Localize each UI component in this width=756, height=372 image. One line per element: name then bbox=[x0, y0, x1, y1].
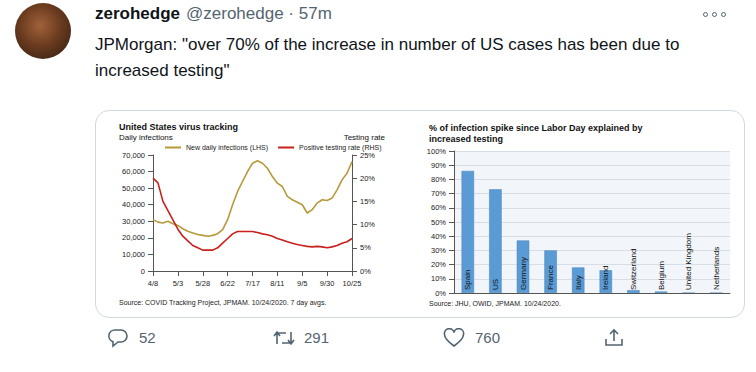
svg-text:8/11: 8/11 bbox=[270, 279, 284, 288]
svg-text:9/5: 9/5 bbox=[297, 279, 307, 288]
svg-text:30%: 30% bbox=[431, 246, 446, 255]
svg-text:United States virus tracking: United States virus tracking bbox=[119, 122, 238, 132]
svg-text:Italy: Italy bbox=[574, 275, 583, 290]
svg-text:70%: 70% bbox=[431, 189, 446, 198]
svg-text:10,000: 10,000 bbox=[122, 250, 145, 259]
svg-text:25%: 25% bbox=[360, 151, 375, 160]
svg-text:40%: 40% bbox=[431, 232, 446, 241]
svg-text:10/25: 10/25 bbox=[343, 279, 362, 288]
svg-text:Netherlands: Netherlands bbox=[712, 247, 721, 290]
svg-text:9/30: 9/30 bbox=[320, 279, 335, 288]
svg-text:US: US bbox=[491, 279, 500, 290]
svg-text:50%: 50% bbox=[431, 218, 446, 227]
svg-text:0: 0 bbox=[141, 267, 145, 276]
svg-text:60%: 60% bbox=[431, 203, 446, 212]
svg-text:50,000: 50,000 bbox=[122, 184, 145, 193]
html-text:52: 52 bbox=[139, 329, 156, 346]
svg-text:France: France bbox=[546, 265, 555, 290]
html-text:760: 760 bbox=[475, 329, 500, 346]
html-text:JPMorgan: "over 70% of the inc: JPMorgan: "over 70% of the increase in n… bbox=[95, 35, 680, 80]
svg-text:New daily infections (LHS): New daily infections (LHS) bbox=[186, 144, 268, 152]
svg-text:Daily infections: Daily infections bbox=[119, 133, 173, 142]
svg-text:Ireland: Ireland bbox=[601, 266, 610, 290]
svg-text:10%: 10% bbox=[431, 274, 446, 283]
svg-text:80%: 80% bbox=[431, 175, 446, 184]
svg-text:5/28: 5/28 bbox=[195, 279, 210, 288]
html-text:zerohedge @zerohedge · 57m: zerohedge @zerohedge · 57m bbox=[95, 4, 332, 23]
svg-text:20,000: 20,000 bbox=[122, 233, 145, 242]
svg-text:40,000: 40,000 bbox=[122, 200, 145, 209]
svg-text:Switzerland: Switzerland bbox=[629, 249, 638, 290]
svg-text:30,000: 30,000 bbox=[122, 217, 145, 226]
svg-text:% of infection spike since Lab: % of infection spike since Labor Day exp… bbox=[429, 123, 643, 133]
svg-text:Source: COVID Tracking Project: Source: COVID Tracking Project, JPMAM. 1… bbox=[119, 299, 326, 307]
svg-text:100%: 100% bbox=[427, 147, 447, 156]
svg-text:10%: 10% bbox=[360, 220, 375, 229]
svg-text:70,000: 70,000 bbox=[122, 151, 145, 160]
svg-text:0%: 0% bbox=[360, 267, 371, 276]
svg-text:0%: 0% bbox=[435, 289, 446, 298]
svg-text:Germany: Germany bbox=[519, 257, 528, 290]
html-text:291: 291 bbox=[304, 329, 329, 346]
svg-text:6/22: 6/22 bbox=[220, 279, 235, 288]
svg-text:60,000: 60,000 bbox=[122, 167, 145, 176]
svg-text:5/3: 5/3 bbox=[173, 279, 183, 288]
svg-text:increased testing: increased testing bbox=[429, 134, 503, 144]
svg-text:Positive testing rate (RHS): Positive testing rate (RHS) bbox=[299, 144, 381, 152]
svg-text:Source: JHU, OWID, JPMAM. 10/2: Source: JHU, OWID, JPMAM. 10/24/2020. bbox=[429, 300, 561, 307]
svg-text:20%: 20% bbox=[431, 260, 446, 269]
svg-text:Testing rate: Testing rate bbox=[344, 133, 386, 142]
svg-text:7/17: 7/17 bbox=[245, 279, 260, 288]
svg-text:United Kingdom: United Kingdom bbox=[684, 233, 693, 290]
svg-text:4/8: 4/8 bbox=[148, 279, 158, 288]
svg-text:90%: 90% bbox=[431, 161, 446, 170]
svg-text:5%: 5% bbox=[360, 243, 371, 252]
svg-text:Belgium: Belgium bbox=[657, 261, 666, 290]
svg-text:Spain: Spain bbox=[463, 270, 472, 290]
svg-text:15%: 15% bbox=[360, 197, 375, 206]
svg-text:20%: 20% bbox=[360, 174, 375, 183]
